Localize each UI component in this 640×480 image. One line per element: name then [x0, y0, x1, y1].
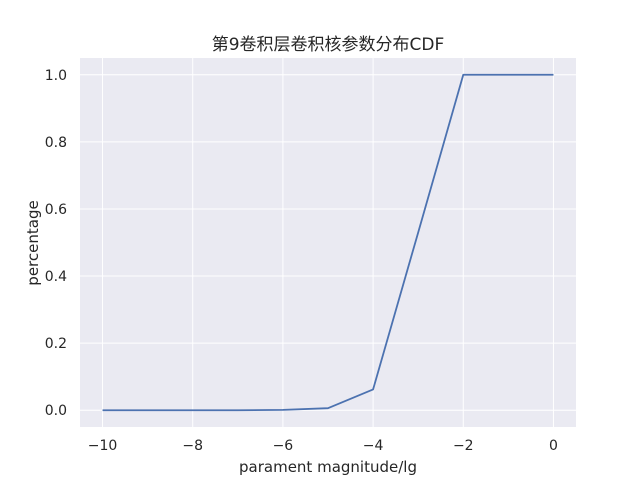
y-tick-label: 0.0 — [45, 403, 67, 419]
series-line — [102, 73, 554, 412]
y-tick-label: 0.8 — [45, 135, 67, 151]
x-tick-label: −8 — [182, 438, 203, 454]
chart-title: 第9卷积层卷积核参数分布CDF — [212, 35, 445, 55]
x-tick-label: −4 — [363, 438, 384, 454]
x-tick-labels: −10 −8 −6 −4 −2 0 — [88, 438, 558, 454]
y-tick-labels: 0.0 0.2 0.4 0.6 0.8 1.0 — [45, 68, 67, 419]
y-tick-label: 0.2 — [45, 336, 67, 352]
y-tick-label: 0.4 — [45, 269, 67, 285]
y-axis-label: percentage — [24, 200, 42, 285]
series-group — [102, 73, 554, 412]
x-axis-label: parament magnitude/lg — [239, 458, 417, 476]
x-tick-label: −6 — [273, 438, 294, 454]
x-tick-label: −2 — [453, 438, 474, 454]
y-tick-label: 1.0 — [45, 68, 67, 84]
y-tick-label: 0.6 — [45, 202, 67, 218]
plot-area — [80, 58, 576, 427]
x-tick-label: 0 — [549, 438, 558, 454]
x-tick-label: −10 — [88, 438, 118, 454]
